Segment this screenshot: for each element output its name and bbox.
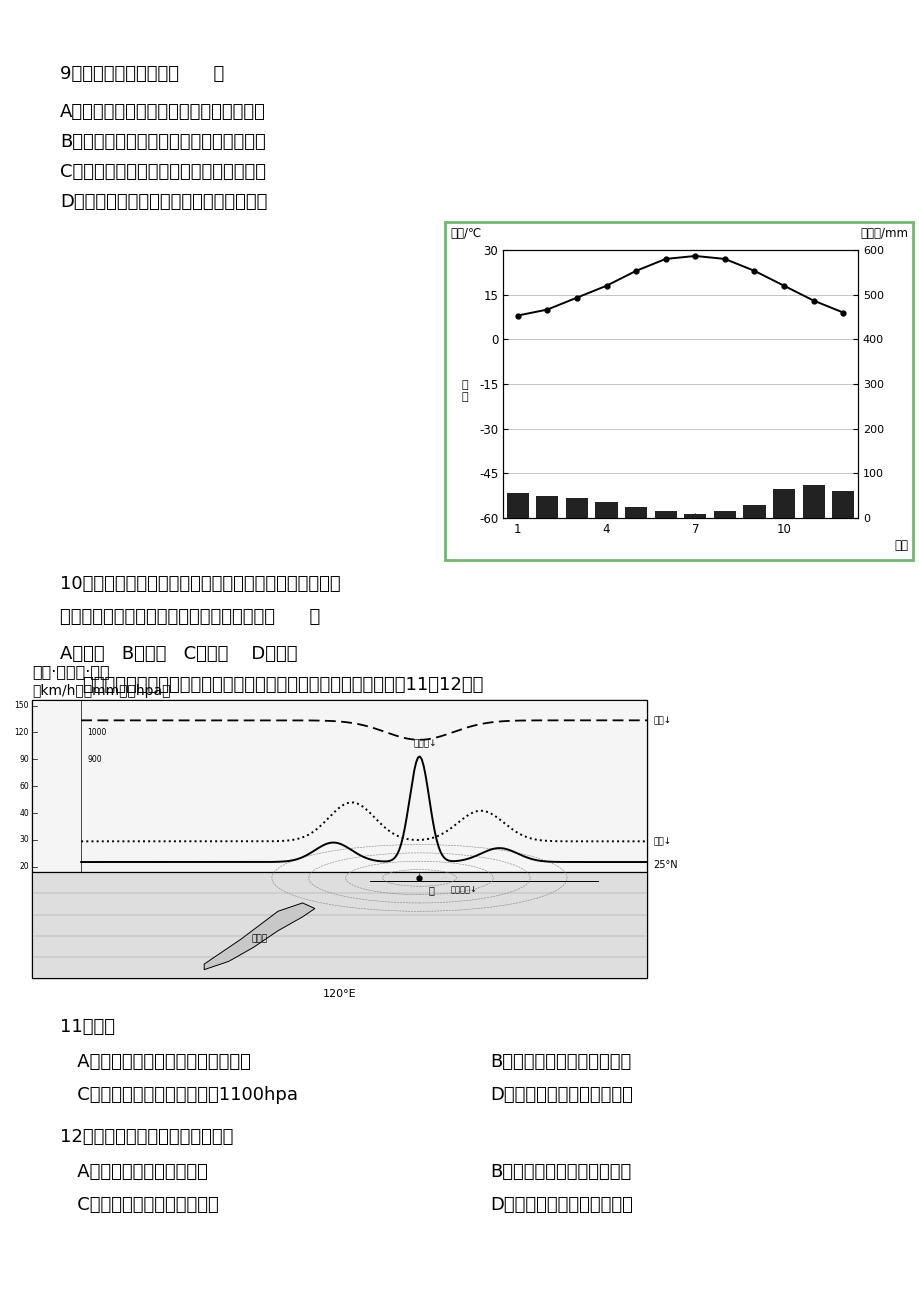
Text: 12．有关台湾岛的说法，正确的是: 12．有关台湾岛的说法，正确的是 xyxy=(60,1128,233,1146)
Text: D．盛产小麦、稻米、甘蔗等: D．盛产小麦、稻米、甘蔗等 xyxy=(490,1197,632,1213)
Text: 气压↓: 气压↓ xyxy=(652,716,671,725)
Text: A．罗马   B．曼谷   C．北京    D．纽约: A．罗马 B．曼谷 C．北京 D．纽约 xyxy=(60,644,297,663)
Text: 1000: 1000 xyxy=(87,728,107,737)
Bar xyxy=(772,490,794,518)
Text: 降水量↓: 降水量↓ xyxy=(414,740,437,749)
Bar xyxy=(684,513,706,518)
Text: 20: 20 xyxy=(19,862,28,871)
Bar xyxy=(831,491,854,518)
Text: 900: 900 xyxy=(87,755,102,764)
Text: 风速↓: 风速↓ xyxy=(652,837,671,846)
Bar xyxy=(743,505,765,518)
Text: 反映了该城市的典型气候特征，这个城市是（      ）: 反映了该城市的典型气候特征，这个城市是（ ） xyxy=(60,608,320,626)
Text: 月份: 月份 xyxy=(893,539,907,552)
Text: 25°N: 25°N xyxy=(652,859,677,870)
Bar xyxy=(445,223,912,560)
Bar xyxy=(595,503,617,518)
Text: A．西临南海，东临太平洋: A．西临南海，东临太平洋 xyxy=(60,1163,208,1181)
Text: B．甲地近地面风向为西北风: B．甲地近地面风向为西北风 xyxy=(490,1053,630,1072)
Text: 北回归线↓: 北回归线↓ xyxy=(449,885,477,894)
Text: C．风速最大区域气压值约为1100hpa: C．风速最大区域气压值约为1100hpa xyxy=(60,1086,298,1104)
Text: 30: 30 xyxy=(19,836,28,845)
Bar xyxy=(801,484,823,518)
Bar xyxy=(32,872,646,978)
Text: 40: 40 xyxy=(19,809,28,818)
Text: 气温/℃: 气温/℃ xyxy=(449,227,481,240)
Bar xyxy=(713,512,735,518)
Text: B．气象灾害和地质灾害多发: B．气象灾害和地质灾害多发 xyxy=(490,1163,630,1181)
Bar xyxy=(565,497,587,518)
Text: 150: 150 xyxy=(15,700,28,710)
Bar xyxy=(506,493,528,518)
Bar xyxy=(654,512,676,518)
Text: （km/h）（mm）（hpa）: （km/h）（mm）（hpa） xyxy=(32,684,170,698)
Text: 60: 60 xyxy=(19,781,28,790)
Text: 90: 90 xyxy=(19,755,28,764)
Text: 120: 120 xyxy=(15,728,28,737)
Text: 120°E: 120°E xyxy=(323,990,356,999)
Polygon shape xyxy=(204,904,314,970)
Text: 9．途经该区域的洋流（      ）: 9．途经该区域的洋流（ ） xyxy=(60,65,224,83)
Text: D．气压最低区域降水量为零: D．气压最低区域降水量为零 xyxy=(490,1086,632,1104)
Text: 下图表示某天气系统通过图示区域时的相关气象资料。读图，回答第11～12题。: 下图表示某天气系统通过图示区域时的相关气象资料。读图，回答第11～12题。 xyxy=(60,676,482,694)
Text: A．能使北美洲至欧洲的海轮航行速度加快: A．能使北美洲至欧洲的海轮航行速度加快 xyxy=(60,103,266,121)
Bar xyxy=(624,506,646,518)
Text: 风速·降水量·气压: 风速·降水量·气压 xyxy=(32,664,109,680)
Bar xyxy=(536,496,558,518)
Text: C．人口主要分布在内部平原: C．人口主要分布在内部平原 xyxy=(60,1197,219,1213)
Bar xyxy=(32,700,646,978)
Text: 11．图中: 11．图中 xyxy=(60,1018,115,1036)
Bar xyxy=(32,700,646,872)
Text: 图
例: 图 例 xyxy=(461,380,468,402)
Text: D．在与其他洋流交汇的海域不易形成渔场: D．在与其他洋流交汇的海域不易形成渔场 xyxy=(60,193,267,211)
Text: A．天气系统水平气流呈逆时针辐散: A．天气系统水平气流呈逆时针辐散 xyxy=(60,1053,251,1072)
Text: 10．图示是某城市各月份气温变化曲线与降水量柱状图，: 10．图示是某城市各月份气温变化曲线与降水量柱状图， xyxy=(60,575,340,592)
Text: B．造成欧洲西部地区气温升高、湿度降低: B．造成欧洲西部地区气温升高、湿度降低 xyxy=(60,133,266,151)
Text: C．进入到北冰洋海域，使当地能见度变好: C．进入到北冰洋海域，使当地能见度变好 xyxy=(60,163,266,181)
Text: 降水量/mm: 降水量/mm xyxy=(859,227,907,240)
Text: 台湾岛: 台湾岛 xyxy=(251,935,267,944)
Text: 甲: 甲 xyxy=(428,885,434,894)
